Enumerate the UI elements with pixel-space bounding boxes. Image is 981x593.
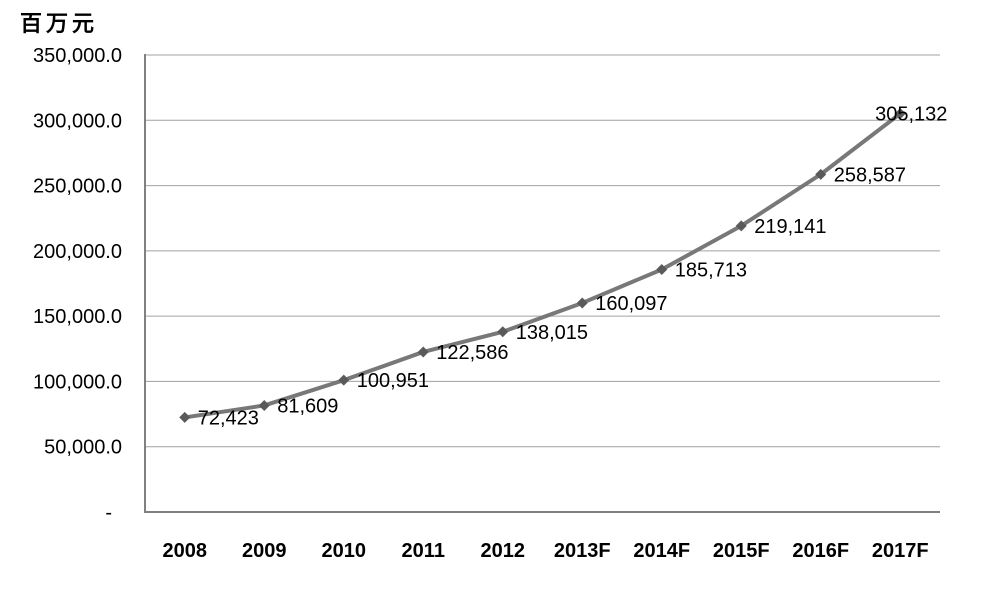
data-point-marker <box>417 346 429 358</box>
x-tick-label: 2012 <box>481 540 526 562</box>
data-label: 258,587 <box>834 164 906 186</box>
data-point-marker <box>815 168 827 180</box>
data-point-marker <box>656 264 668 276</box>
y-axis-unit-label: 百万元 <box>20 11 99 37</box>
x-tick-label: 2010 <box>322 540 367 562</box>
x-tick-label: 2009 <box>242 540 287 562</box>
data-point-marker <box>338 374 350 386</box>
series-line <box>182 111 903 420</box>
data-point-marker <box>179 411 191 423</box>
data-label: 305,132 <box>875 104 947 126</box>
x-tick-label: 2014F <box>633 540 690 562</box>
data-point-marker <box>735 220 747 232</box>
data-label: 81,609 <box>277 395 338 417</box>
data-label: 185,713 <box>675 260 747 282</box>
y-tick-label: 200,000.0 <box>33 241 122 263</box>
data-label: 160,097 <box>595 293 667 315</box>
data-label: 72,423 <box>198 407 259 429</box>
x-tick-label: 2017F <box>872 540 929 562</box>
y-tick-label: 100,000.0 <box>33 371 122 393</box>
y-tick-label: - <box>105 502 112 524</box>
y-tick-label: 50,000.0 <box>44 437 122 459</box>
y-tick-label: 300,000.0 <box>33 110 122 132</box>
y-tick-label: 350,000.0 <box>33 45 122 67</box>
x-tick-label: 2011 <box>402 540 445 562</box>
data-point-marker <box>258 399 270 411</box>
data-point-marker <box>497 326 509 338</box>
x-tick-label: 2013F <box>554 540 611 562</box>
data-label: 100,951 <box>357 370 429 392</box>
data-label: 138,015 <box>516 322 588 344</box>
data-point-marker <box>576 297 588 309</box>
data-label: 219,141 <box>754 216 826 238</box>
data-label: 122,586 <box>436 342 508 364</box>
x-tick-label: 2015F <box>713 540 770 562</box>
y-tick-label: 150,000.0 <box>33 306 122 328</box>
y-tick-label: 250,000.0 <box>33 176 122 198</box>
x-tick-label: 2008 <box>163 540 208 562</box>
data-point-marker <box>894 108 906 120</box>
x-tick-label: 2016F <box>792 540 849 562</box>
